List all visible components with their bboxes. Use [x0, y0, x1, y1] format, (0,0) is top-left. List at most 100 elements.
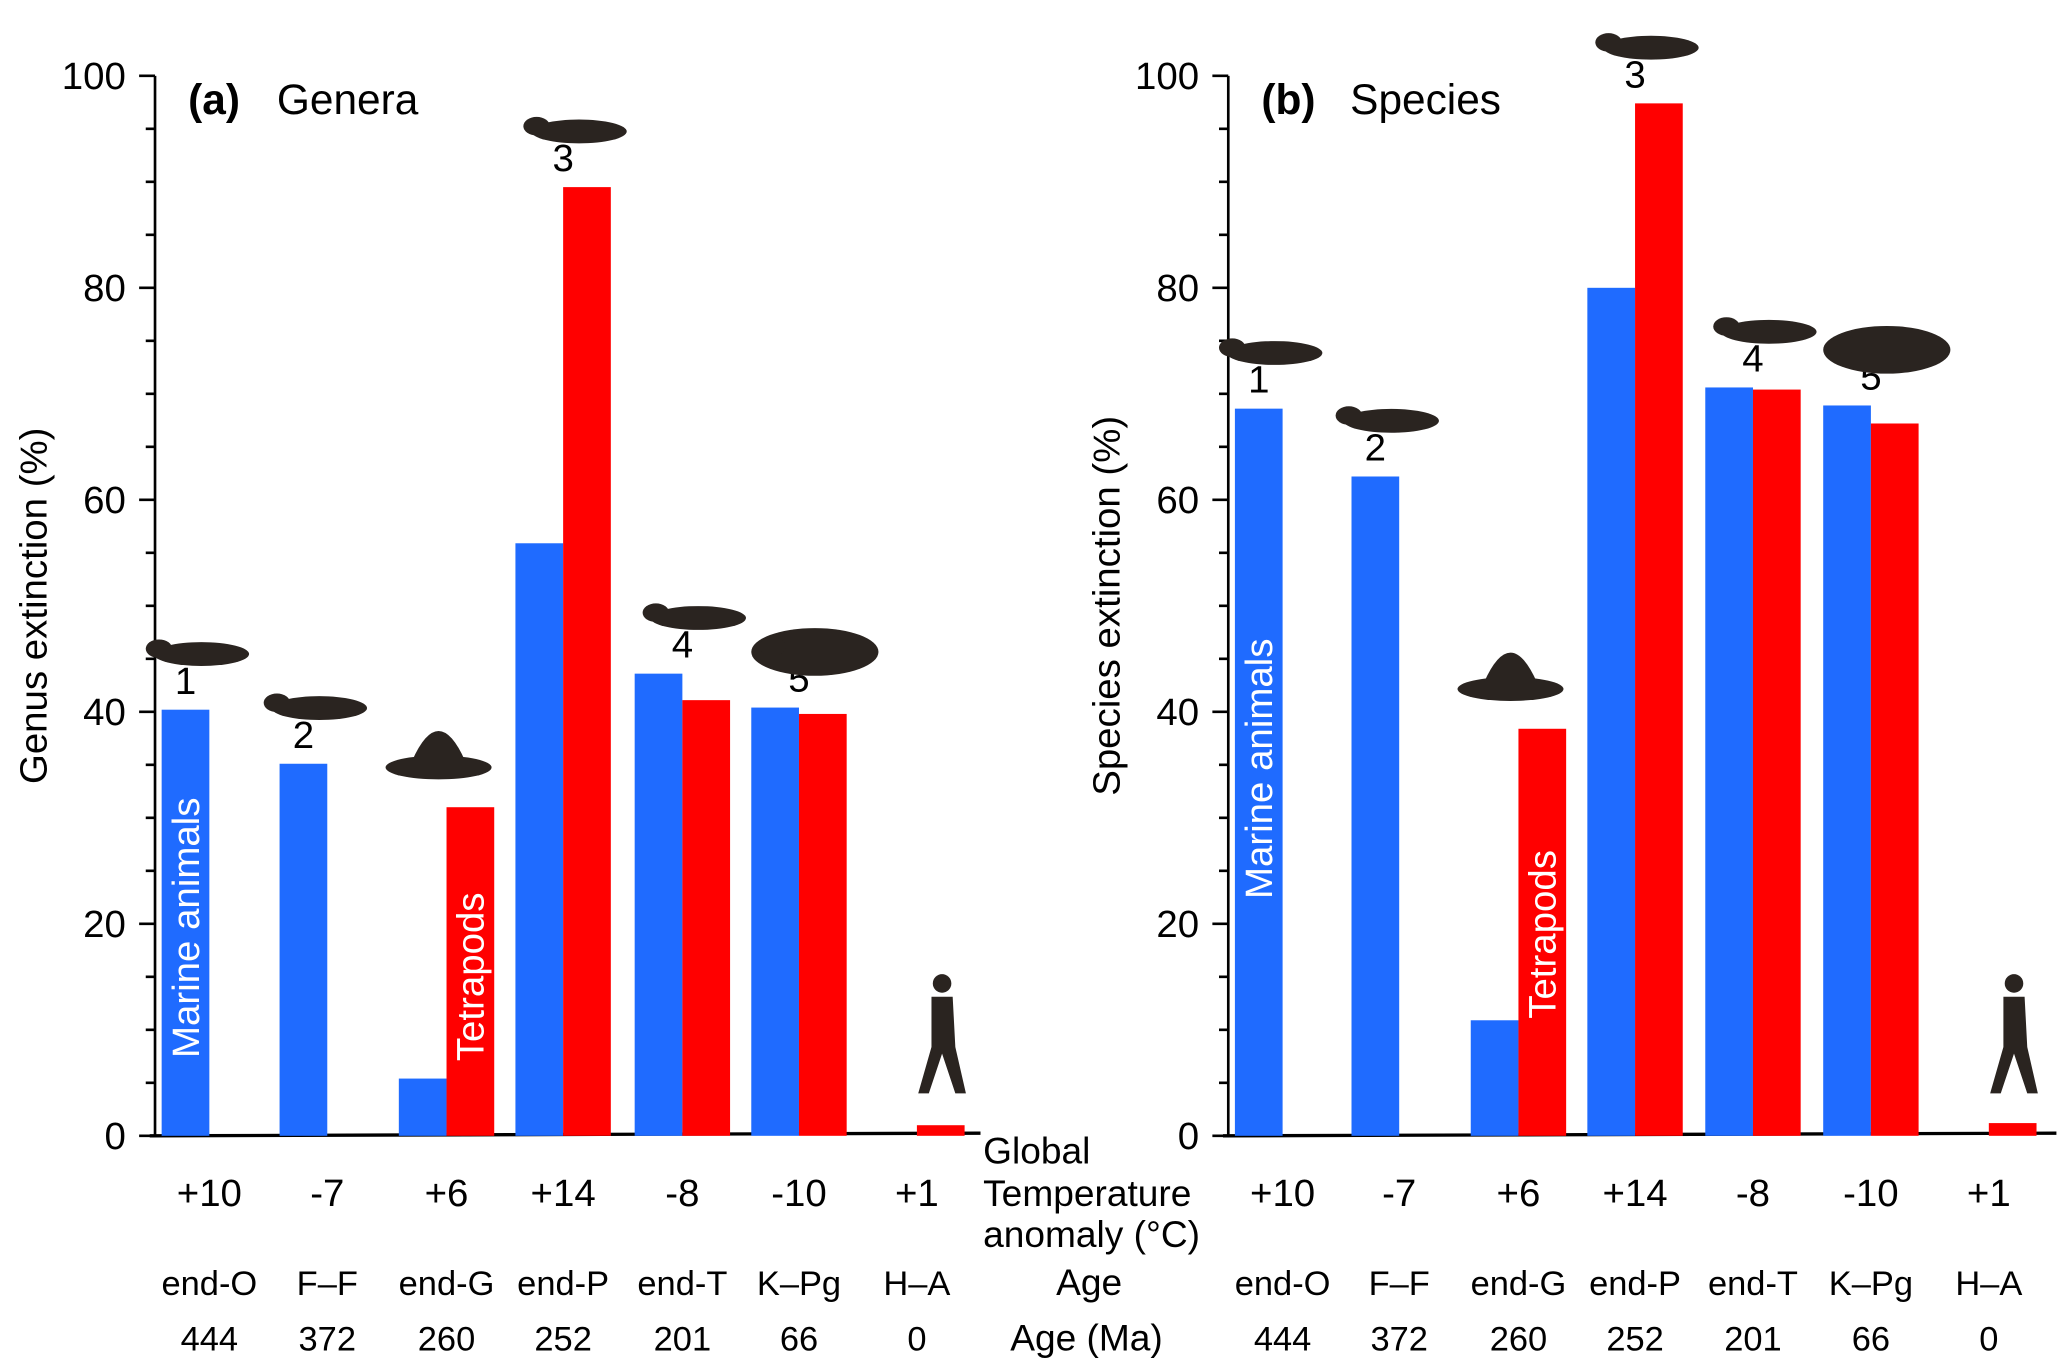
y-tick-label: 40 — [83, 691, 126, 734]
synapsid-icon — [523, 116, 627, 144]
silhouette-body — [271, 696, 368, 721]
bar-marine-end-O — [161, 709, 210, 1136]
silhouette-head — [1595, 33, 1622, 52]
y-tick-label: 100 — [1135, 55, 1199, 98]
silhouette-sail — [412, 731, 466, 761]
event-number: 2 — [1365, 427, 1386, 470]
y-tick-label: 20 — [83, 903, 126, 946]
tyrannosaurus-icon — [751, 628, 879, 676]
bar-marine-end-G — [398, 1078, 447, 1136]
panel-letter: (b) — [1261, 76, 1315, 123]
silhouette-head — [1219, 338, 1246, 357]
bar-marine-end-P — [515, 543, 564, 1136]
tyrannosaurus-icon — [1823, 325, 1951, 374]
age-name: K–Pg — [1829, 1265, 1913, 1303]
temperature-value: +14 — [531, 1172, 596, 1215]
dimetrodon-icon — [1457, 652, 1564, 701]
bar-marine-end-T — [1705, 387, 1753, 1136]
silhouette-head — [1335, 406, 1363, 425]
event-number: 1 — [175, 660, 196, 703]
age-ma-value: 201 — [1724, 1320, 1781, 1358]
bar-marine-K–Pg — [751, 707, 799, 1136]
silhouette-body — [650, 606, 746, 630]
temperature-value: +14 — [1602, 1172, 1667, 1215]
y-tick-label: 0 — [105, 1115, 126, 1158]
bar-tetrapods-end-P — [563, 187, 611, 1136]
age-name: F–F — [297, 1265, 358, 1303]
trilobite-icon — [145, 639, 250, 666]
silhouette-head — [642, 603, 670, 622]
age-name: K–Pg — [757, 1265, 841, 1303]
silhouette-body — [1721, 319, 1817, 344]
amphibian-icon — [263, 693, 368, 721]
y-axis-label: Genus extinction (%) — [12, 428, 55, 784]
age-ma-value: 372 — [1370, 1320, 1427, 1358]
series-label-marine: Marine animals — [1238, 639, 1281, 899]
age-ma-value: 66 — [780, 1320, 818, 1358]
event-number: 4 — [1742, 338, 1763, 381]
human-icon — [918, 974, 966, 1094]
dimetrodon-icon — [385, 731, 492, 780]
temperature-value: -7 — [310, 1172, 344, 1215]
age-ma-value: 252 — [1606, 1320, 1663, 1358]
panel-a: 0 20 40 60 80 100 Genus extinction (%) (a) Gener… — [12, 55, 981, 1358]
silhouette-body — [918, 996, 966, 1094]
temperature-value: +1 — [895, 1172, 939, 1215]
y-tick-label: 100 — [62, 55, 126, 98]
age-ma-value: 0 — [1979, 1320, 1998, 1358]
temperature-value: -10 — [771, 1172, 827, 1215]
age-name: end-G — [399, 1265, 495, 1303]
bar-marine-K–Pg — [1823, 405, 1871, 1136]
dinosaur-icon — [1713, 317, 1817, 344]
age-ma-value: 260 — [418, 1320, 475, 1358]
panel-title: Genera — [277, 76, 419, 123]
silhouette-body — [153, 642, 250, 666]
age-ma-value: 260 — [1490, 1320, 1547, 1358]
age-name: F–F — [1369, 1265, 1430, 1303]
y-axis-label: Species extinction (%) — [1086, 416, 1129, 796]
silhouette-body — [531, 119, 627, 144]
bar-marine-F–F — [279, 763, 328, 1136]
age-ma-value: 66 — [1852, 1320, 1890, 1358]
y-tick-label: 80 — [83, 267, 126, 310]
silhouette-body — [1603, 35, 1699, 60]
series-label-tetrapods: Tetrapods — [450, 892, 493, 1061]
synapsid-icon — [1595, 33, 1699, 60]
y-tick-label: 60 — [83, 479, 126, 522]
event-number: 3 — [552, 137, 573, 180]
age-ma-value: 252 — [534, 1320, 591, 1358]
silhouette-head — [2004, 974, 2024, 993]
bar-tetrapods-H–A — [916, 1125, 965, 1136]
bar-tetrapods-end-G — [1518, 728, 1567, 1136]
silhouette-body — [1990, 996, 2038, 1094]
y-tick-label: 0 — [1178, 1115, 1199, 1158]
silhouette-head — [263, 693, 291, 713]
temperature-value: +10 — [177, 1172, 242, 1215]
age-ma-value: 201 — [654, 1320, 711, 1358]
y-tick-label: 80 — [1156, 267, 1199, 310]
temperature-value: -7 — [1382, 1172, 1416, 1215]
age-ma-value: 444 — [181, 1320, 238, 1358]
silhouette-body — [1343, 408, 1439, 433]
bar-tetrapods-K–Pg — [798, 713, 847, 1136]
silhouette-head — [1831, 335, 1858, 354]
silhouette-head — [523, 116, 550, 136]
bar-tetrapods-K–Pg — [1870, 423, 1919, 1136]
silhouette-body — [1823, 325, 1951, 374]
y-tick-label: 60 — [1156, 479, 1199, 522]
temp-label-line2: Temperature — [983, 1172, 1191, 1214]
age-label: Age — [1056, 1261, 1122, 1303]
silhouette-sail — [1484, 652, 1537, 683]
panel-letter: (a) — [188, 76, 240, 123]
bar-marine-end-P — [1587, 287, 1636, 1136]
temp-label-line1: Global — [983, 1130, 1090, 1172]
silhouette-head — [932, 974, 952, 993]
bar-tetrapods-end-T — [682, 700, 731, 1136]
age-ma-label: Age (Ma) — [1010, 1316, 1163, 1358]
temperature-value: +6 — [1497, 1172, 1541, 1215]
trilobite-icon — [1219, 338, 1323, 365]
silhouette-body — [1226, 341, 1323, 365]
event-number: 4 — [672, 624, 693, 667]
event-number: 2 — [293, 714, 314, 757]
